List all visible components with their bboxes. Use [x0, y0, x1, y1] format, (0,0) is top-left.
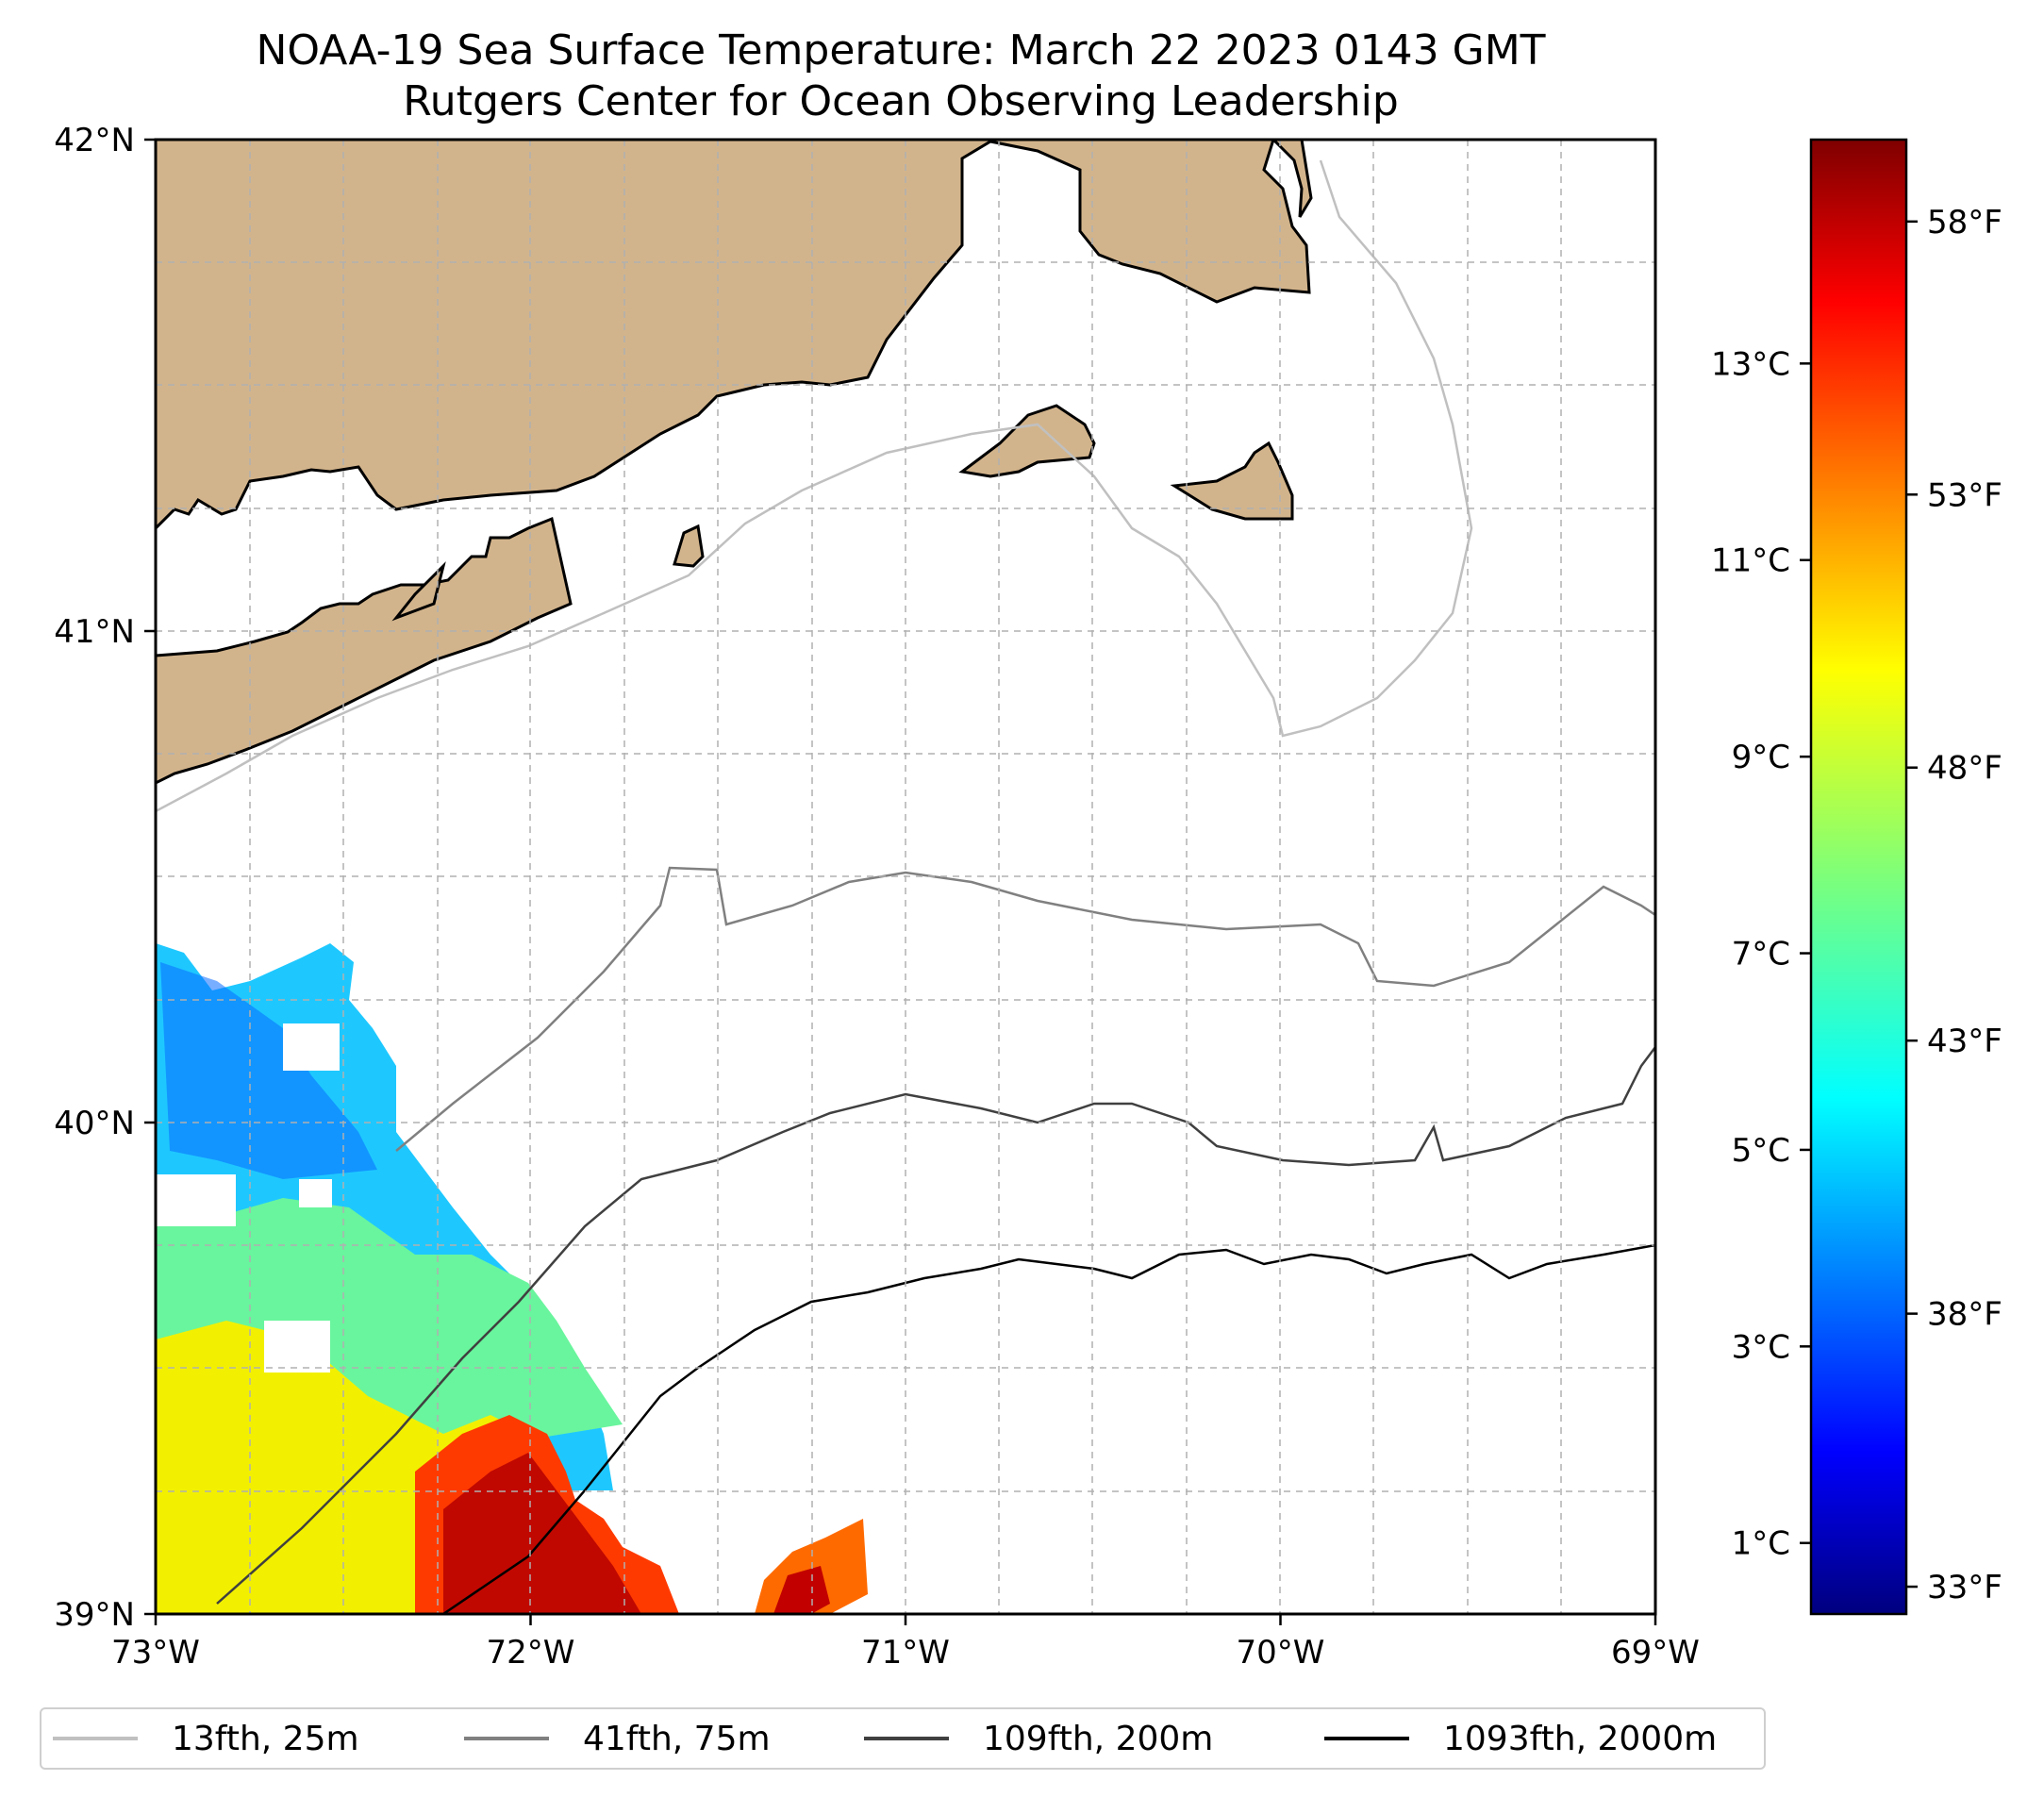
legend-item-2000m: 1093fth, 2000m	[1324, 1709, 1717, 1768]
fahrenheit-tick-label: 58°F	[1927, 204, 2002, 241]
legend-label: 41fth, 75m	[583, 1719, 771, 1758]
contour-75m	[395, 866, 1655, 1152]
lat-tick-label: 40°N	[54, 1105, 135, 1142]
legend-item-75m: 41fth, 75m	[464, 1709, 771, 1768]
celsius-tick-label: 1°C	[1732, 1525, 1790, 1563]
fahrenheit-tick-label: 48°F	[1927, 750, 2002, 788]
celsius-tick-label: 9°C	[1732, 739, 1790, 776]
fahrenheit-tick-label: 53°F	[1927, 476, 2002, 514]
map-axis-ticks: 73°W 72°W 71°W 70°W 69°W 39°N 40°N 41°N 42°N	[54, 122, 1700, 1672]
map-subtitle: Rutgers Center for Ocean Observing Leade…	[403, 77, 1399, 125]
legend-label: 109fth, 200m	[983, 1719, 1214, 1758]
legend-label: 1093fth, 2000m	[1443, 1719, 1718, 1758]
lon-tick-label: 69°W	[1611, 1634, 1700, 1672]
land-island	[391, 561, 446, 622]
celsius-tick-label: 13°C	[1711, 345, 1790, 383]
lat-tick-label: 41°N	[54, 613, 135, 651]
legend-label: 13fth, 25m	[172, 1719, 359, 1758]
fahrenheit-tick-label: 38°F	[1927, 1296, 2002, 1334]
celsius-tick-label: 5°C	[1732, 1132, 1790, 1170]
sst-data-patch	[156, 943, 868, 1614]
lat-tick-label: 39°N	[54, 1596, 135, 1634]
graticule	[156, 140, 1655, 1614]
land-martha-vineyard	[958, 404, 1096, 478]
legend-item-200m: 109fth, 200m	[864, 1709, 1213, 1768]
legend-swatch	[464, 1737, 549, 1740]
fahrenheit-tick-label: 33°F	[1927, 1569, 2002, 1606]
lon-tick-label: 71°W	[861, 1634, 950, 1672]
fahrenheit-tick-label: 43°F	[1927, 1023, 2002, 1060]
legend-item-25m: 13fth, 25m	[53, 1709, 359, 1768]
legend-swatch	[864, 1737, 949, 1740]
land-nantucket	[1170, 441, 1294, 521]
depth-legend: 13fth, 25m 41fth, 75m 109fth, 200m 1093f…	[40, 1707, 1766, 1770]
contour-200m	[216, 1046, 1655, 1605]
lon-tick-label: 72°W	[487, 1634, 575, 1672]
lat-tick-label: 42°N	[54, 122, 135, 159]
contour-2000m	[442, 1243, 1655, 1614]
map-title: NOAA-19 Sea Surface Temperature: March 2…	[256, 26, 1546, 75]
land-block-island	[673, 524, 705, 568]
map-content	[156, 140, 1655, 1614]
lon-tick-label: 70°W	[1237, 1634, 1325, 1672]
lon-tick-label: 73°W	[111, 1634, 200, 1672]
legend-swatch	[1324, 1737, 1409, 1740]
celsius-tick-label: 11°C	[1711, 542, 1790, 580]
land-long-island	[156, 516, 573, 785]
celsius-tick-label: 3°C	[1732, 1328, 1790, 1366]
legend-swatch	[53, 1737, 138, 1740]
land-new-england	[156, 140, 1313, 531]
colorbar-ticks: 1°C 3°C 5°C 7°C 9°C 11°C 13°C 33°F 38°F 43°F 48°F 5…	[1711, 204, 2002, 1606]
colorbar	[1809, 138, 1908, 1616]
celsius-tick-label: 7°C	[1732, 936, 1790, 973]
